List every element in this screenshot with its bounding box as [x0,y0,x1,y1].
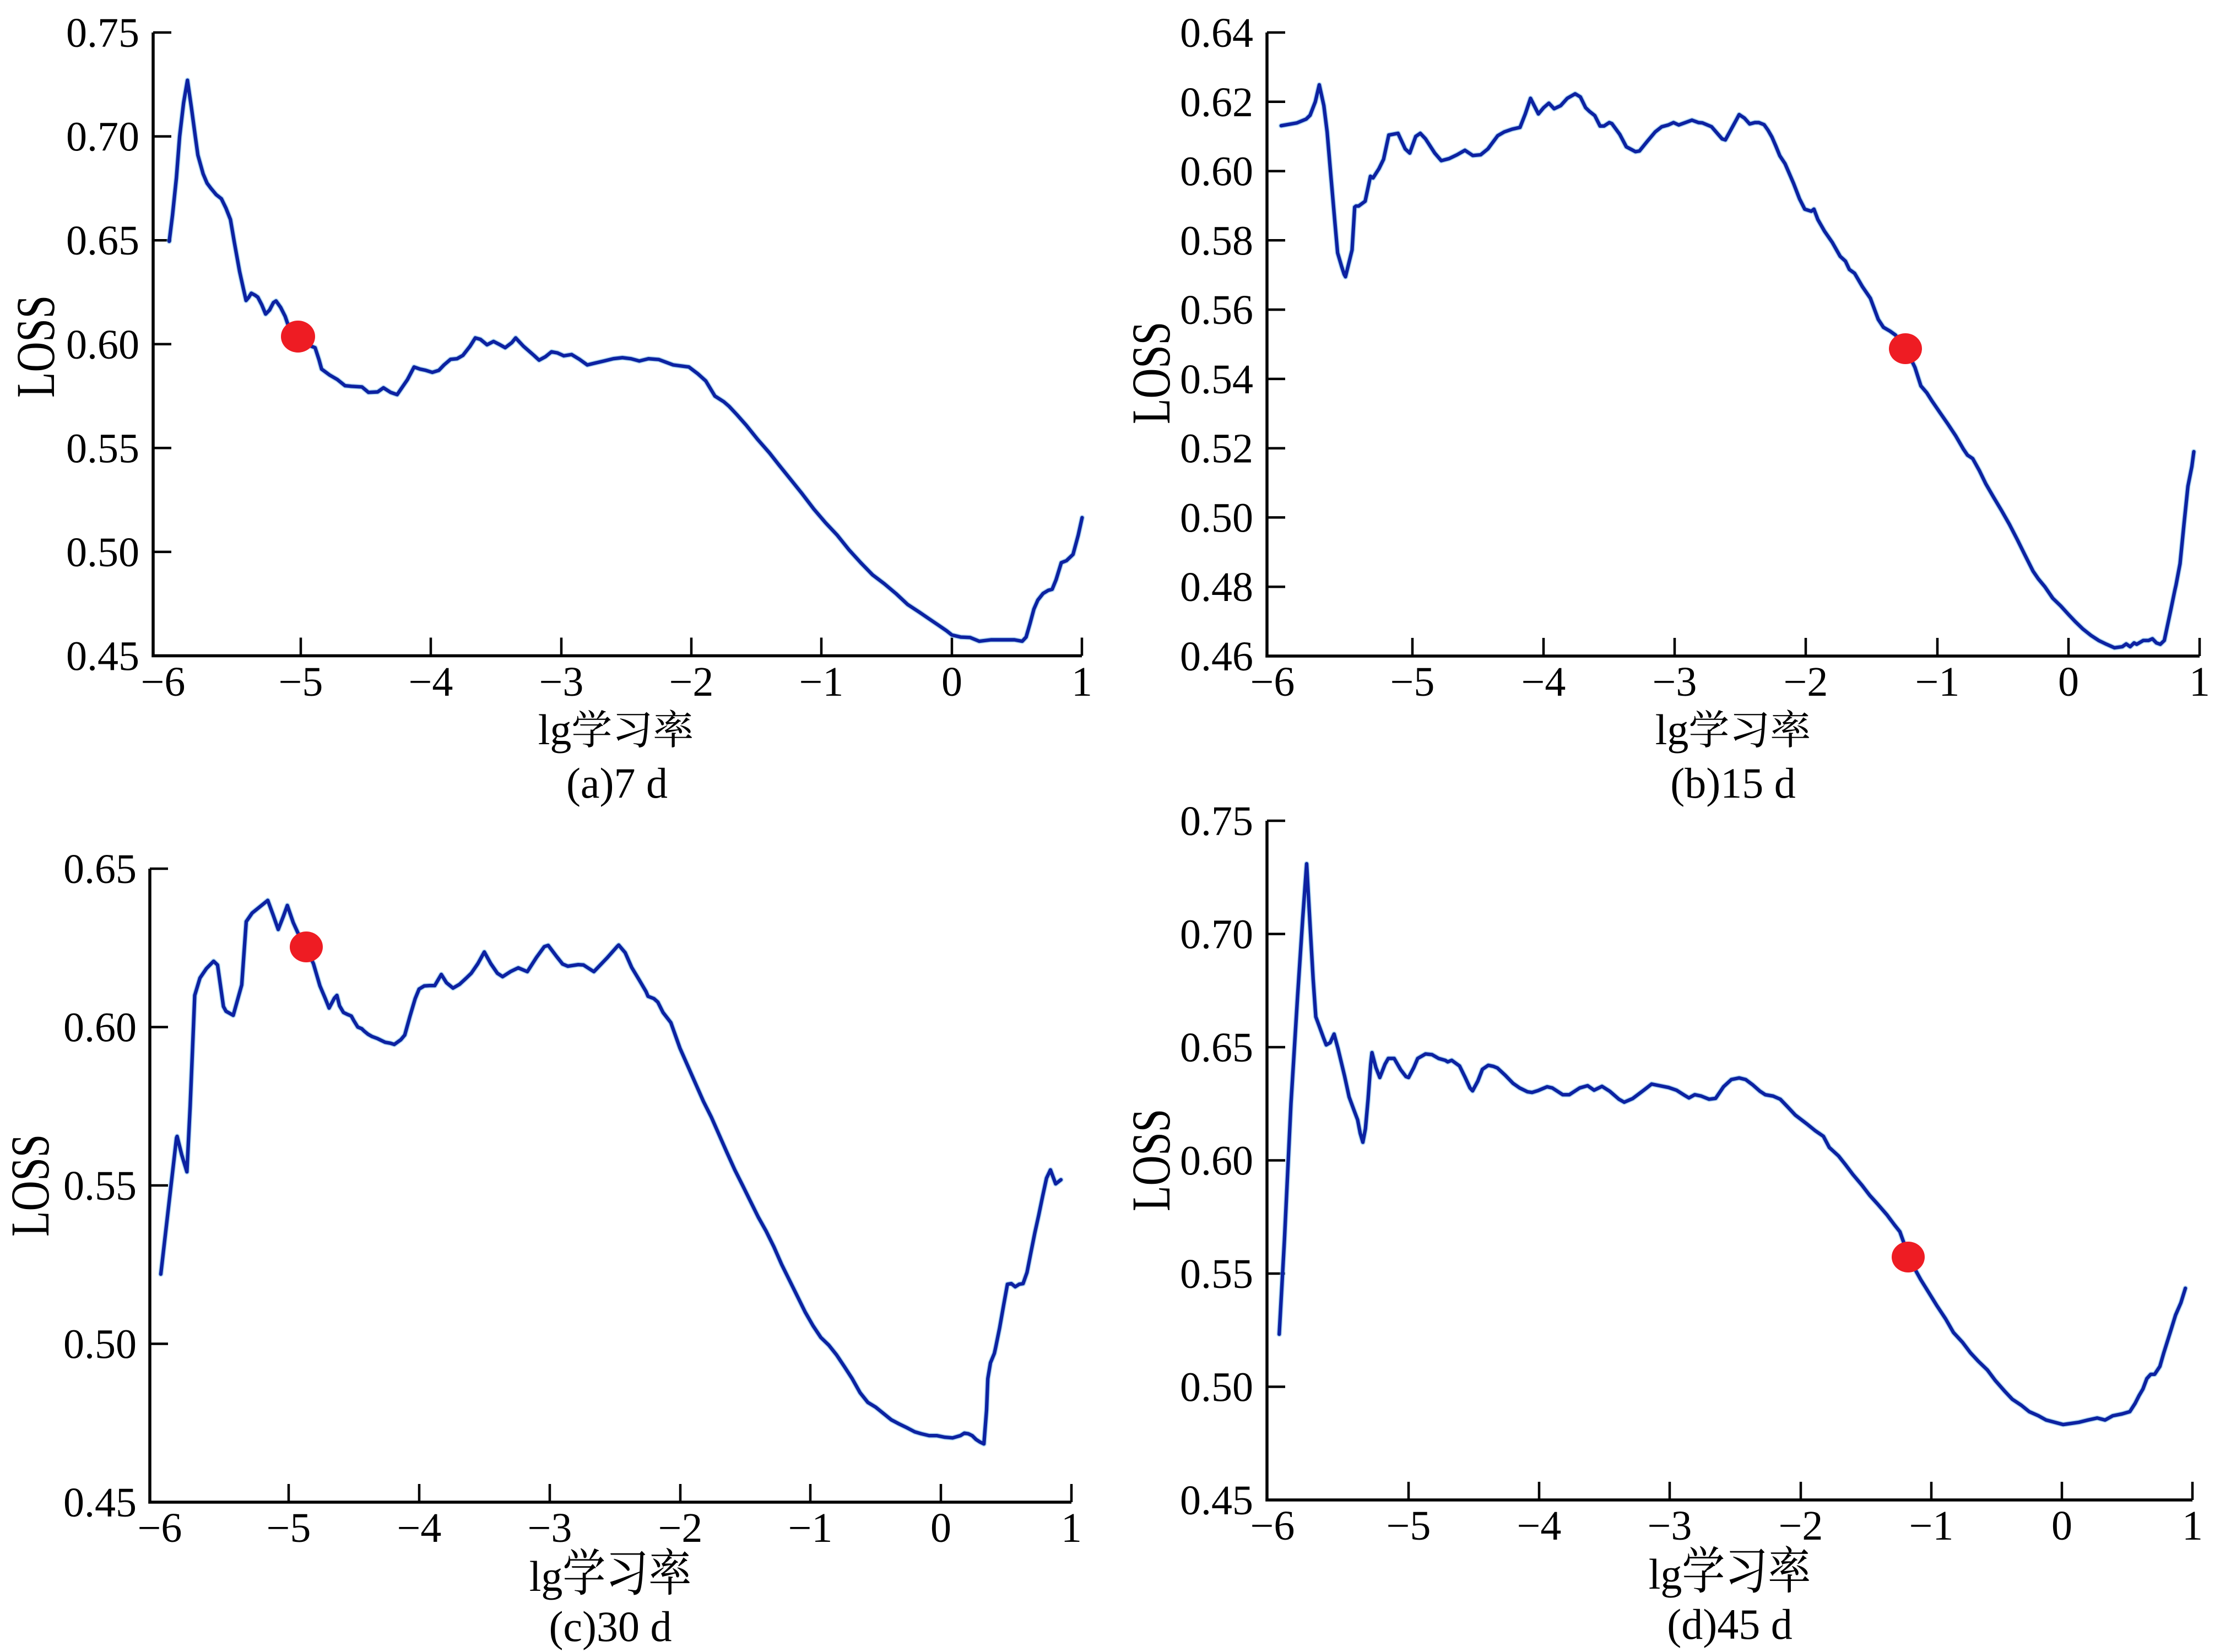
svg-text:−3: −3 [539,659,584,705]
svg-text:(b)15 d: (b)15 d [1670,759,1795,807]
svg-text:0: 0 [2058,659,2079,705]
svg-text:1: 1 [2189,659,2210,705]
svg-text:(c)30 d: (c)30 d [549,1602,672,1650]
svg-text:0: 0 [930,1505,951,1551]
svg-text:−4: −4 [397,1505,442,1551]
svg-text:0.70: 0.70 [66,114,139,160]
svg-text:1: 1 [1071,659,1092,705]
svg-text:−6: −6 [1250,1503,1295,1549]
svg-text:0.55: 0.55 [1180,1251,1253,1297]
svg-text:0.65: 0.65 [63,846,137,892]
svg-text:LOSS: LOSS [1120,1109,1182,1211]
svg-text:−6: −6 [141,659,186,705]
svg-text:0.70: 0.70 [1180,912,1253,958]
svg-text:lg: lg [1649,1550,1682,1598]
svg-text:−6: −6 [138,1505,182,1551]
svg-text:LOSS: LOSS [1120,322,1182,424]
svg-text:lg: lg [538,706,572,754]
svg-text:LOSS: LOSS [0,1134,61,1237]
svg-text:0.50: 0.50 [63,1321,137,1368]
svg-text:0: 0 [2051,1503,2072,1549]
svg-text:0.60: 0.60 [66,322,139,368]
svg-text:0.60: 0.60 [1180,149,1253,195]
svg-text:0: 0 [941,659,962,705]
svg-text:0.58: 0.58 [1180,218,1253,264]
svg-text:−3: −3 [1648,1503,1692,1549]
svg-text:0.50: 0.50 [66,529,139,576]
svg-text:0.75: 0.75 [66,10,139,56]
svg-text:−2: −2 [1784,659,1828,705]
svg-text:−5: −5 [1387,1503,1431,1549]
svg-text:0.50: 0.50 [1180,1364,1253,1411]
svg-text:−2: −2 [658,1505,703,1551]
svg-text:−2: −2 [1779,1503,1823,1549]
svg-text:0.65: 0.65 [1180,1025,1253,1071]
svg-text:0.55: 0.55 [66,425,139,472]
svg-text:−1: −1 [1909,1503,1954,1549]
svg-text:LOSS: LOSS [5,295,66,398]
svg-text:−6: −6 [1250,659,1295,705]
svg-text:lg: lg [1655,706,1689,754]
svg-text:−4: −4 [1517,1503,1562,1549]
svg-text:(a)7 d: (a)7 d [566,759,668,807]
svg-text:−1: −1 [788,1505,833,1551]
svg-text:0.64: 0.64 [1180,10,1253,56]
svg-text:−4: −4 [409,659,453,705]
svg-text:1: 1 [1061,1505,1082,1551]
svg-text:−1: −1 [1915,659,1960,705]
svg-text:−1: −1 [799,659,844,705]
svg-text:−3: −3 [1653,659,1697,705]
svg-text:−2: −2 [669,659,714,705]
svg-text:0.45: 0.45 [63,1480,137,1526]
svg-text:0.55: 0.55 [63,1163,137,1209]
svg-text:0.60: 0.60 [63,1005,137,1051]
svg-text:(d)45 d: (d)45 d [1667,1600,1792,1648]
svg-text:0.75: 0.75 [1180,798,1253,844]
svg-text:−4: −4 [1521,659,1566,705]
svg-text:−3: −3 [528,1505,572,1551]
svg-text:0.62: 0.62 [1180,79,1253,126]
svg-text:−5: −5 [1390,659,1435,705]
svg-text:−5: −5 [267,1505,311,1551]
svg-text:0.60: 0.60 [1180,1138,1253,1184]
svg-text:lg: lg [529,1552,563,1600]
svg-text:0.65: 0.65 [66,218,139,264]
svg-text:0.45: 0.45 [1180,1477,1253,1524]
svg-text:−5: −5 [279,659,323,705]
svg-text:0.48: 0.48 [1180,564,1253,610]
svg-text:0.54: 0.54 [1180,356,1253,403]
svg-text:0.45: 0.45 [66,633,139,680]
svg-text:0.56: 0.56 [1180,287,1253,333]
svg-text:0.46: 0.46 [1180,633,1253,680]
svg-text:0.52: 0.52 [1180,426,1253,472]
svg-text:1: 1 [2182,1503,2203,1549]
svg-text:0.50: 0.50 [1180,495,1253,541]
